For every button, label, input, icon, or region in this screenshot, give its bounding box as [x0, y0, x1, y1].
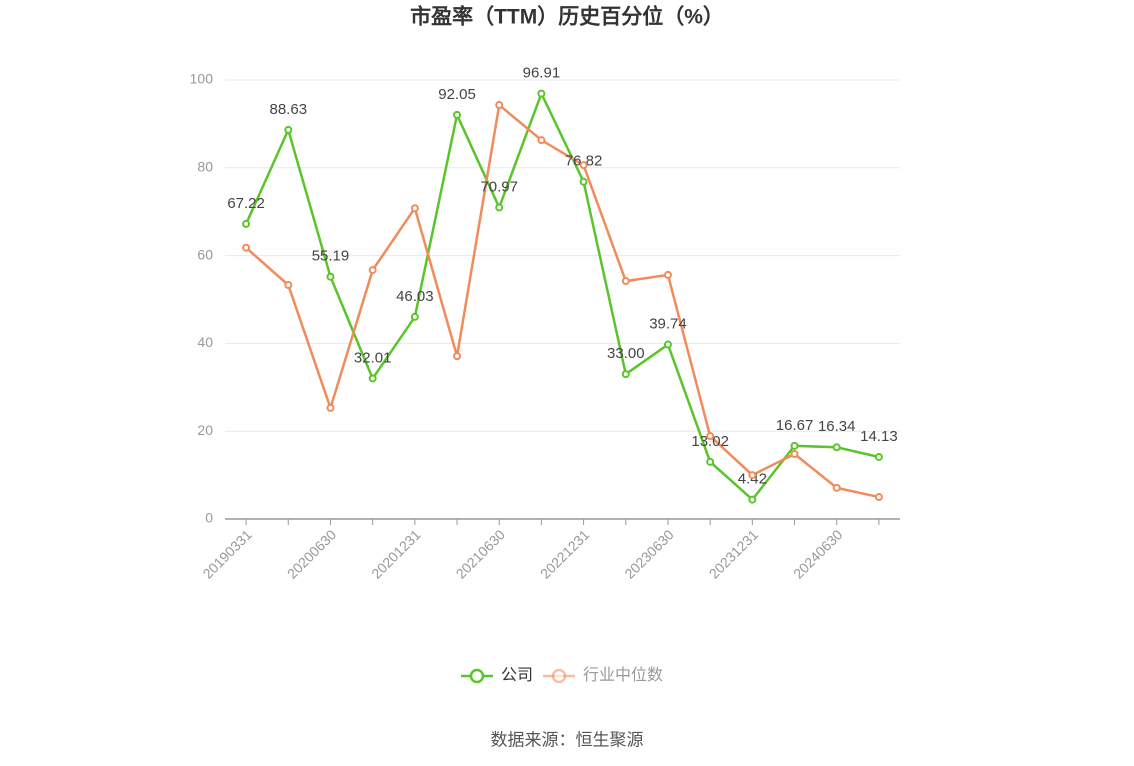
- data-point: [874, 493, 883, 502]
- data-label: 16.67: [776, 417, 814, 434]
- x-tick-label: 20221231: [537, 526, 593, 582]
- data-point: [242, 219, 251, 228]
- data-point: [495, 101, 504, 110]
- data-point: [579, 161, 588, 170]
- data-point: [326, 403, 335, 412]
- data-point: [326, 272, 335, 281]
- data-point: [453, 352, 462, 361]
- data-label: 67.22: [227, 195, 265, 212]
- data-label: 96.91: [523, 65, 561, 82]
- legend-label: 行业中位数: [583, 666, 663, 684]
- data-point: [790, 441, 799, 450]
- data-point: [621, 370, 630, 379]
- series-line: [245, 102, 880, 499]
- data-label: 92.05: [438, 86, 476, 103]
- series-line: [244, 90, 880, 502]
- data-point: [537, 89, 546, 98]
- data-label: 46.03: [396, 288, 434, 305]
- data-point: [242, 243, 251, 252]
- data-label: 14.13: [860, 428, 898, 445]
- data-point: [706, 457, 715, 466]
- x-tick-label: 20210630: [453, 526, 509, 582]
- y-tick-label: 100: [190, 71, 214, 87]
- data-label: 33.00: [607, 345, 645, 362]
- data-point: [284, 281, 293, 290]
- legend-marker: [551, 668, 567, 684]
- data-point: [537, 136, 546, 145]
- x-tick-label: 20200630: [284, 526, 340, 582]
- data-point: [663, 340, 672, 349]
- x-tick-label: 20190331: [199, 526, 255, 582]
- data-point: [832, 443, 841, 452]
- legend-marker: [469, 668, 485, 684]
- data-point: [495, 203, 504, 212]
- data-point: [874, 452, 883, 461]
- data-point: [790, 450, 799, 459]
- x-tick-label: 20240630: [790, 526, 846, 582]
- data-point: [832, 483, 841, 492]
- chart-title: 市盈率（TTM）历史百分位（%）: [410, 5, 724, 29]
- data-label: 13.02: [691, 433, 729, 450]
- y-tick-label: 80: [197, 159, 213, 175]
- data-point: [621, 277, 630, 286]
- data-label: 16.34: [818, 418, 856, 435]
- x-tick-label: 20230630: [621, 526, 677, 582]
- y-tick-label: 0: [205, 510, 213, 526]
- data-point: [706, 432, 715, 441]
- data-label: 39.74: [649, 316, 687, 333]
- x-tick-label: 20201231: [368, 526, 424, 582]
- data-label: 70.97: [480, 178, 518, 195]
- data-label: 88.63: [270, 101, 308, 118]
- data-point: [748, 471, 757, 480]
- y-tick-label: 40: [197, 334, 213, 350]
- legend-label: 公司: [501, 667, 533, 684]
- data-point: [410, 204, 419, 213]
- y-tick-label: 60: [197, 246, 213, 262]
- data-point: [579, 177, 588, 186]
- data-point: [284, 125, 293, 134]
- data-point: [368, 374, 377, 383]
- data-point: [368, 266, 377, 275]
- data-point: [663, 270, 672, 279]
- data-label: 32.01: [354, 349, 392, 366]
- data-label: 55.19: [312, 248, 350, 265]
- data-point: [453, 110, 462, 119]
- data-point: [748, 495, 757, 504]
- source-note: 数据来源：恒生聚源: [491, 730, 644, 749]
- data-point: [410, 312, 419, 321]
- y-tick-label: 20: [197, 422, 213, 438]
- x-tick-label: 20231231: [706, 526, 762, 582]
